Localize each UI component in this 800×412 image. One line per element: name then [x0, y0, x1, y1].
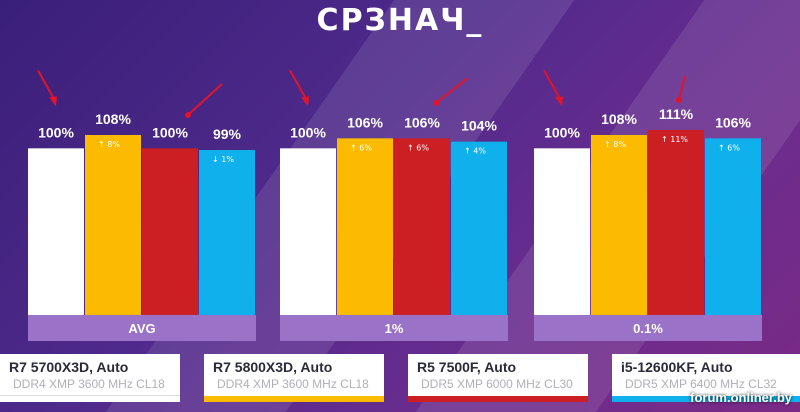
bar — [648, 130, 704, 315]
data-label: 99% — [213, 126, 242, 142]
category-label: 0.1% — [633, 321, 663, 336]
data-label: 100% — [544, 124, 580, 140]
change-badge: ↑ 8% — [98, 140, 120, 149]
data-label: 100% — [290, 124, 326, 140]
legend-name: i5-12600KF, Auto — [621, 359, 733, 375]
legend-spec: DDR4 XMP 3600 MHz CL18 — [13, 377, 165, 391]
legend-item-r5-7500f: R5 7500F, Auto DDR5 XMP 6000 MHz CL30 — [408, 354, 588, 402]
legend-color-bar — [204, 396, 384, 402]
bar — [337, 138, 393, 315]
bar — [280, 148, 336, 315]
legend-item-i5-12600kf: i5-12600KF, Auto DDR5 XMP 6400 MHz CL32 — [612, 354, 800, 402]
legend-color-bar — [612, 396, 800, 402]
bar — [28, 148, 84, 315]
arrow-icon — [433, 100, 439, 106]
legend-name: R5 7500F, Auto — [417, 359, 517, 375]
data-label: 104% — [461, 118, 497, 134]
change-badge: ↑ 11% — [661, 135, 688, 144]
legend-spec: DDR5 XMP 6400 MHz CL32 — [625, 377, 777, 391]
arrow-icon — [435, 77, 469, 104]
category-label-panel — [28, 315, 256, 341]
arrow-icon — [187, 83, 223, 116]
change-badge: ↑ 4% — [464, 147, 486, 156]
legend-name: R7 5700X3D, Auto — [9, 359, 129, 375]
arrow-icon — [301, 96, 309, 107]
bar — [85, 135, 141, 315]
data-label: 108% — [601, 111, 637, 127]
legend-name: R7 5800X3D, Auto — [213, 359, 333, 375]
legend-spec: DDR4 XMP 3600 MHz CL18 — [217, 377, 369, 391]
legend-color-bar — [408, 396, 588, 402]
data-label: 108% — [95, 111, 131, 127]
change-badge: ↑ 6% — [350, 143, 372, 152]
bar — [199, 150, 255, 315]
data-label: 111% — [659, 106, 694, 122]
category-label-panel — [534, 315, 762, 341]
arrow-icon — [555, 96, 563, 107]
bar — [534, 148, 590, 315]
arrow-icon — [676, 97, 682, 103]
change-badge: ↑ 8% — [604, 140, 626, 149]
legend-color-bar — [0, 395, 180, 402]
bar — [705, 138, 761, 315]
data-label: 106% — [404, 114, 440, 130]
arrow-icon — [49, 96, 57, 107]
legend-spec: DDR5 XMP 6000 MHz CL30 — [421, 377, 573, 391]
category-label: AVG — [128, 321, 155, 336]
data-label: 100% — [38, 124, 74, 140]
watermark: forum.onliner.by — [690, 390, 792, 405]
bar — [394, 138, 450, 315]
legend-item-r7-5800x3d: R7 5800X3D, Auto DDR4 XMP 3600 MHz CL18 — [204, 354, 384, 402]
bar — [142, 148, 198, 315]
arrow-icon — [678, 75, 686, 101]
page-title: СРЗНАЧ_ — [316, 3, 484, 38]
change-badge: ↑ 6% — [718, 143, 740, 152]
bar — [591, 135, 647, 315]
bar — [451, 141, 507, 315]
data-label: 106% — [347, 114, 383, 130]
bar-chart: AVG 100% 108% ↑ 8% 100% 99% ↓ 1% 1% 100% 106% ↑ 6%… — [28, 69, 762, 341]
change-badge: ↓ 1% — [212, 155, 234, 164]
category-label-panel — [280, 315, 508, 341]
arrow-icon — [185, 112, 191, 118]
change-badge: ↑ 6% — [407, 143, 429, 152]
category-label: 1% — [385, 321, 404, 336]
data-label: 100% — [152, 124, 188, 140]
legend-item-r7-5700x3d: R7 5700X3D, Auto DDR4 XMP 3600 MHz CL18 — [0, 354, 180, 402]
data-label: 106% — [715, 114, 751, 130]
